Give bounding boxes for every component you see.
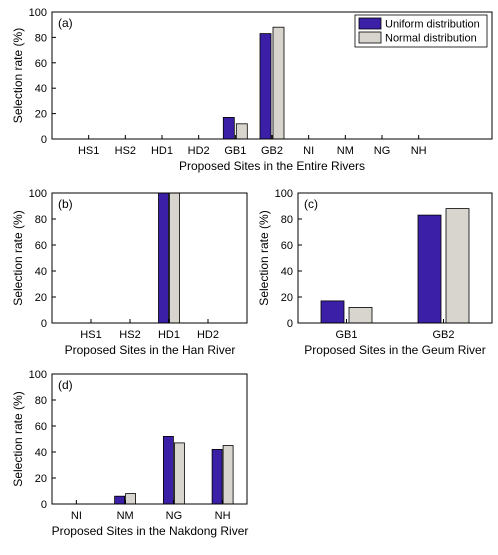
panel-c-bar-uniform-gb2 [417,214,442,324]
panel-a-xtick-label-ni: NI [303,145,314,157]
panel-d-ytick-label-60: 60 [35,421,47,433]
panel-c-ytick-label-60: 60 [281,240,293,252]
panel-b-bar-uniform-hd1 [158,192,169,324]
panel-d-ytick-label-100: 100 [29,369,47,381]
panel-a-xtick-label-gb2: GB2 [261,145,283,157]
panel-d-xtick-label-ni: NI [71,510,82,522]
panel-a-xtick-label-gb1: GB1 [224,145,246,157]
panel-a-xtick-label-hs1: HS1 [78,145,99,157]
panel-d-bar-normal-ng [173,442,185,505]
panel-c-ytick-label-20: 20 [281,292,293,304]
panel-a-tag: (a) [58,16,73,30]
panel-a-ytick-label-40: 40 [35,83,47,95]
panel-a-bar-uniform-gb2 [259,33,272,140]
panel-d-ylabel: Selection rate (%) [11,391,25,486]
panel-c-ytick-label-40: 40 [281,266,293,278]
panel-c-bar-uniform-gb1 [320,300,345,324]
panel-b-ytick-label-80: 80 [35,214,47,226]
panel-d-axes-box [51,373,248,505]
panel-a-xtick-label-nh: NH [411,145,427,157]
panel-a-ylabel: Selection rate (%) [11,28,25,123]
panel-c-ytick-label-100: 100 [275,188,293,200]
panel-d-bar-normal-nm [125,493,136,505]
panel-d-ytick-label-80: 80 [35,395,47,407]
panel-c-bar-normal-gb2 [445,208,470,324]
legend-swatch-normal [358,31,382,44]
panel-b-ytick-label-20: 20 [35,292,47,304]
panel-b-ytick-label-100: 100 [29,188,47,200]
panel-a-ytick-label-100: 100 [29,7,47,19]
panel-a-xtick-label-ng: NG [374,145,391,157]
panel-a-xtick-label-nm: NM [337,145,354,157]
panel-b-xlabel: Proposed Sites in the Han River [65,343,236,357]
panel-c-axes-box [297,192,493,324]
panel-a-ytick-label-60: 60 [35,58,47,70]
panel-d-xtick-label-ng: NG [166,510,183,522]
panel-b-xtick-label-hs2: HS2 [119,329,140,341]
panel-b-tag: (b) [58,197,73,211]
panel-d-xtick-label-nm: NM [117,510,134,522]
panel-b-axes-box [51,192,248,324]
legend-label-normal: Normal distribution [385,33,477,45]
panel-a-xlabel: Proposed Sites in the Entire Rivers [179,159,365,173]
panel-d-tag: (d) [58,378,73,392]
panel-b-ytick-label-60: 60 [35,240,47,252]
legend-swatch-uniform [358,17,382,30]
panel-a-bar-normal-gb2 [272,26,285,140]
panel-c-ylabel: Selection rate (%) [257,210,271,305]
panel-a-bar-uniform-gb1 [222,117,235,140]
panel-c-xtick-label-gb2: GB2 [432,329,454,341]
panel-c-ytick-label-0: 0 [287,318,293,330]
panel-b-xtick-label-hd1: HD1 [158,329,180,341]
panel-c-tag: (c) [304,197,318,211]
panel-b-ytick-label-40: 40 [35,266,47,278]
panel-d-ytick-label-40: 40 [35,447,47,459]
panel-b-ylabel: Selection rate (%) [11,210,25,305]
panel-b-bar-normal-hd1 [169,192,180,324]
panel-a-ytick-label-0: 0 [41,134,47,146]
panel-a-ytick-label-20: 20 [35,109,47,121]
panel-a-xtick-label-hd1: HD1 [151,145,173,157]
panel-b-ytick-label-0: 0 [41,318,47,330]
panel-b-xtick-label-hs1: HS1 [80,329,101,341]
panel-d-xlabel: Proposed Sites in the Nakdong River [52,524,249,538]
panel-d-bar-uniform-nm [114,495,125,505]
panel-c-xlabel: Proposed Sites in the Geum River [304,343,485,357]
panel-a-bar-normal-gb1 [235,123,248,140]
panel-a-ytick-label-80: 80 [35,32,47,44]
panel-d-bar-normal-nh [222,445,234,505]
panel-a-xtick-label-hd2: HD2 [188,145,210,157]
panel-d-bar-uniform-nh [211,448,223,505]
legend-label-uniform: Uniform distribution [385,19,480,31]
panel-d-xtick-label-nh: NH [215,510,231,522]
panel-c-ytick-label-80: 80 [281,214,293,226]
panel-d-ytick-label-0: 0 [41,499,47,511]
panel-a-xtick-label-hs2: HS2 [115,145,136,157]
panel-b-xtick-label-hd2: HD2 [197,329,219,341]
panel-d-ytick-label-20: 20 [35,473,47,485]
panel-c-bar-normal-gb1 [348,306,373,324]
panel-c-xtick-label-gb1: GB1 [335,329,357,341]
panel-d-bar-uniform-ng [162,435,174,505]
